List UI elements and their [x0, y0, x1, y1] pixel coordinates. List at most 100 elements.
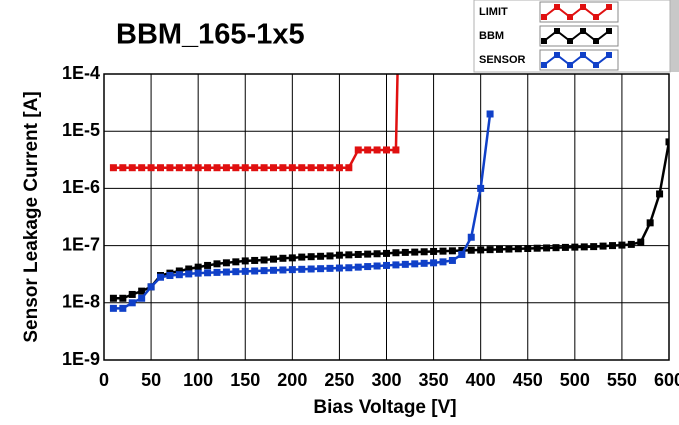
data-point	[354, 146, 362, 154]
data-point	[395, 13, 402, 20]
data-point	[213, 260, 221, 268]
data-point	[128, 299, 136, 307]
data-point	[392, 261, 400, 269]
data-point	[194, 263, 202, 271]
data-point	[270, 255, 277, 263]
data-point	[373, 262, 381, 270]
data-point	[260, 164, 268, 172]
data-point	[430, 247, 438, 255]
x-tick-label: 100	[183, 370, 213, 390]
legend-marker	[541, 14, 547, 20]
data-point	[618, 241, 626, 249]
legend-label: SENSOR	[479, 54, 526, 66]
data-point	[599, 242, 607, 250]
data-point	[175, 271, 183, 279]
data-point	[383, 146, 390, 154]
data-point	[420, 248, 428, 256]
data-point	[486, 246, 494, 254]
data-point	[665, 138, 669, 146]
chart-title: BBM_165-1x5	[116, 19, 305, 51]
data-point	[439, 258, 447, 266]
data-point	[194, 164, 202, 172]
data-point	[524, 244, 532, 252]
data-point	[552, 244, 560, 252]
legend-marker	[593, 62, 599, 68]
data-point	[326, 252, 334, 260]
data-point	[232, 268, 240, 276]
x-tick-label: 400	[466, 370, 496, 390]
data-point	[260, 267, 268, 275]
data-point	[326, 164, 334, 172]
data-point	[401, 248, 409, 256]
data-point	[119, 164, 127, 172]
data-point	[119, 294, 127, 302]
x-tick-label: 150	[230, 370, 260, 390]
data-point	[307, 265, 315, 273]
data-point	[270, 266, 277, 274]
data-point	[251, 267, 259, 275]
data-point	[109, 164, 117, 172]
data-point	[204, 164, 212, 172]
data-point	[232, 164, 240, 172]
legend-marker	[606, 4, 612, 10]
legend-marker	[567, 14, 573, 20]
data-point	[128, 164, 136, 172]
x-tick-label: 0	[99, 370, 109, 390]
legend-marker	[580, 28, 586, 34]
data-point	[298, 265, 306, 273]
x-tick-label: 600	[654, 370, 679, 390]
data-point	[166, 272, 174, 280]
data-point	[364, 146, 372, 154]
legend-marker	[593, 14, 599, 20]
data-point	[204, 269, 212, 277]
data-point	[533, 244, 541, 252]
legend-marker	[541, 62, 547, 68]
data-point	[138, 164, 146, 172]
data-point	[439, 247, 447, 255]
legend-marker	[567, 38, 573, 44]
data-point	[354, 250, 362, 258]
data-point	[373, 250, 381, 258]
data-point	[392, 146, 400, 154]
data-point	[175, 267, 183, 275]
x-axis-label: Bias Voltage [V]	[313, 397, 456, 418]
data-point	[486, 110, 494, 118]
data-point	[401, 260, 409, 268]
data-point	[241, 257, 249, 265]
data-point	[505, 245, 513, 253]
y-tick-label: 1E-7	[62, 234, 100, 254]
data-point	[298, 164, 306, 172]
data-point	[147, 164, 155, 172]
legend-marker	[554, 4, 560, 10]
data-point	[335, 264, 343, 272]
data-point	[232, 258, 240, 266]
data-point	[467, 246, 475, 254]
data-point	[128, 290, 136, 298]
data-point	[496, 245, 503, 253]
data-point	[288, 266, 296, 274]
data-point	[656, 190, 664, 198]
data-point	[270, 164, 277, 172]
data-point	[213, 268, 221, 276]
data-point	[354, 263, 362, 271]
x-tick-label: 550	[607, 370, 637, 390]
legend-marker	[554, 28, 560, 34]
plot	[109, 13, 669, 312]
data-point	[514, 245, 522, 253]
data-point	[477, 184, 485, 192]
data-point	[157, 273, 164, 281]
data-point	[383, 249, 390, 257]
data-point	[430, 259, 438, 267]
data-point	[109, 304, 117, 312]
data-point	[279, 266, 287, 274]
data-point	[467, 233, 475, 241]
data-point	[590, 243, 598, 251]
data-point	[194, 269, 202, 277]
legend-marker	[580, 52, 586, 58]
frame-edge	[669, 0, 679, 72]
data-point	[561, 243, 569, 251]
x-tick-label: 500	[560, 370, 590, 390]
data-point	[637, 238, 645, 246]
data-point	[147, 283, 155, 291]
data-point	[109, 294, 117, 302]
